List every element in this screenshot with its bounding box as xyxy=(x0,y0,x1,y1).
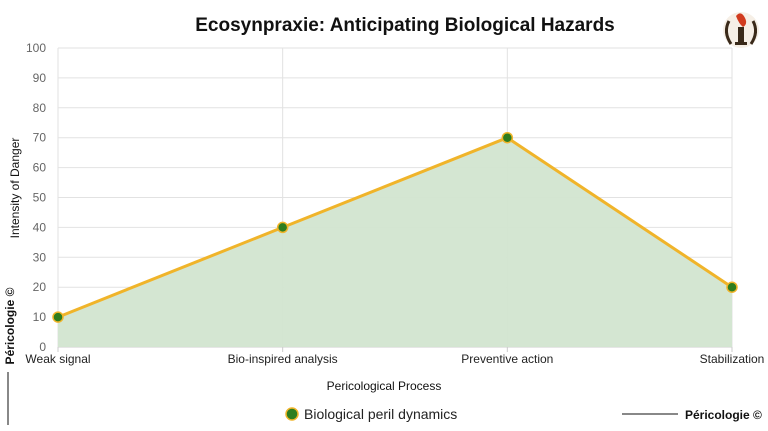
y-tick-label: 70 xyxy=(33,131,47,145)
data-point[interactable] xyxy=(726,281,738,293)
x-tick-label: Stabilization xyxy=(700,352,765,366)
watermark-left: Péricologie © xyxy=(3,287,17,364)
y-tick-label: 90 xyxy=(33,71,47,85)
series-points xyxy=(52,131,738,323)
y-tick-label: 80 xyxy=(33,101,47,115)
y-axis-ticks: 0 10 20 30 40 50 60 70 80 90 100 xyxy=(26,41,46,354)
y-axis-label: Intensity of Danger xyxy=(8,138,22,239)
x-tick-label: Preventive action xyxy=(461,352,553,366)
chart-title: Ecosynpraxie: Anticipating Biological Ha… xyxy=(195,15,615,36)
watermark-bottom: Péricologie © xyxy=(685,408,762,422)
x-tick-label: Bio-inspired analysis xyxy=(228,352,338,366)
data-point[interactable] xyxy=(276,221,289,234)
legend-marker xyxy=(285,407,299,421)
x-tick-label: Weak signal xyxy=(25,352,90,366)
torch-laurel-logo-icon xyxy=(723,12,759,48)
y-tick-label: 60 xyxy=(33,161,47,175)
y-tick-label: 30 xyxy=(33,250,47,264)
y-tick-label: 0 xyxy=(39,340,46,354)
data-point[interactable] xyxy=(501,131,514,144)
x-axis-label: Pericological Process xyxy=(327,379,442,393)
y-tick-label: 100 xyxy=(26,41,46,55)
y-tick-label: 50 xyxy=(33,191,47,205)
legend-label: Biological peril dynamics xyxy=(304,406,457,422)
y-tick-label: 40 xyxy=(33,220,47,234)
y-tick-label: 20 xyxy=(33,280,47,294)
series-area xyxy=(58,137,732,347)
y-tick-label: 10 xyxy=(33,310,47,324)
legend[interactable]: Biological peril dynamics xyxy=(285,406,457,422)
x-axis-ticks: Weak signal Bio-inspired analysis Preventi… xyxy=(25,352,764,366)
data-point[interactable] xyxy=(52,311,64,323)
series-line xyxy=(57,136,733,319)
